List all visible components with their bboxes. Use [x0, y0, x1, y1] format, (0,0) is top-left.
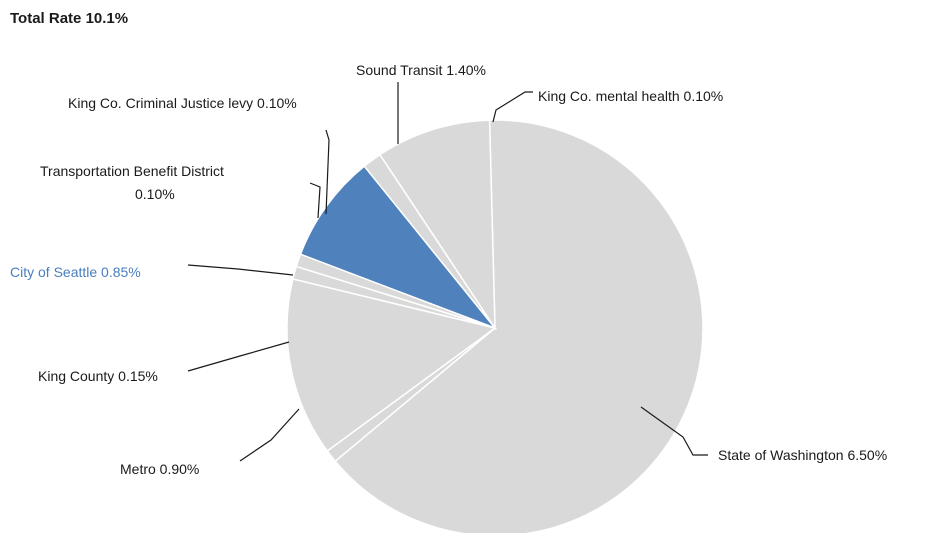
- pie-slice-metro: [378, 119, 496, 331]
- chart-title: Total Rate 10.1%: [10, 10, 128, 27]
- slice-labels: State of Washington 6.50% King Co. mental…: [10, 62, 887, 477]
- slice-label: State of Washington 6.50%: [718, 447, 887, 463]
- slice-label: King Co. Criminal Justice levy 0.10%: [68, 95, 297, 111]
- pie-slices: [286, 119, 704, 533]
- slice-label: Sound Transit 1.40%: [356, 62, 486, 78]
- slice-label: King County 0.15%: [38, 368, 158, 384]
- leader-line: [187, 264, 294, 276]
- pie-slice-sound-transit: [286, 278, 497, 453]
- slice-label: Metro 0.90%: [120, 461, 199, 477]
- leader-line: [239, 408, 300, 462]
- slice-label: City of Seattle 0.85%: [10, 264, 141, 280]
- leader-lines: [187, 82, 708, 462]
- leader-line: [492, 91, 533, 123]
- leader-line: [309, 182, 321, 219]
- leader-line: [187, 341, 290, 372]
- leader-line: [325, 129, 330, 215]
- slice-label: Transportation Benefit District 0.10%: [40, 163, 224, 202]
- leader-line: [640, 406, 708, 456]
- pie-slice-state-of-washington: [334, 119, 704, 533]
- slice-label: King Co. mental health 0.10%: [538, 88, 723, 104]
